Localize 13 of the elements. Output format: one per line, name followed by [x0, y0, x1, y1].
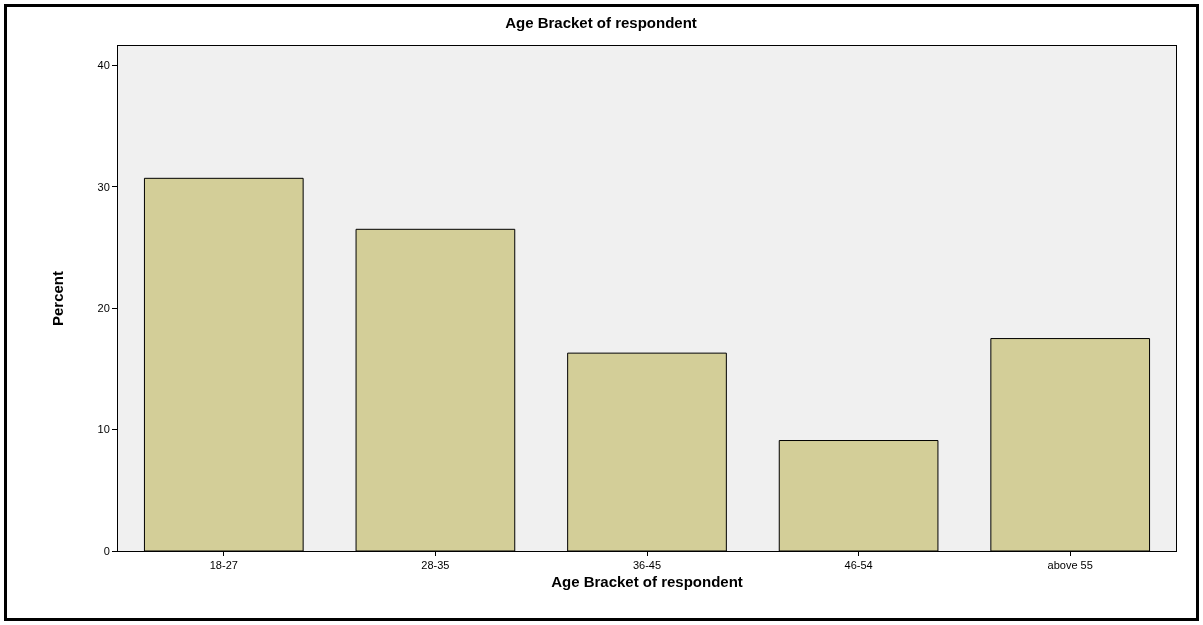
- x-axis-title: Age Bracket of respondent: [551, 573, 743, 591]
- y-tick-label: 0: [103, 544, 110, 557]
- x-tick-label: 18-27: [209, 559, 238, 572]
- x-tick-label: 36-45: [632, 559, 662, 572]
- y-tick-label: 40: [97, 59, 110, 72]
- y-tick-label: 10: [97, 423, 110, 436]
- x-tick-label: above 55: [1047, 559, 1093, 572]
- y-tick-label: 30: [97, 180, 110, 193]
- chart-title: Age Bracket of respondent: [505, 13, 697, 31]
- y-tick-label: 20: [97, 302, 110, 315]
- x-tick-label: 28-35: [421, 559, 450, 572]
- y-axis-title: Percent: [48, 270, 66, 327]
- x-tick-label: 46-54: [844, 559, 873, 572]
